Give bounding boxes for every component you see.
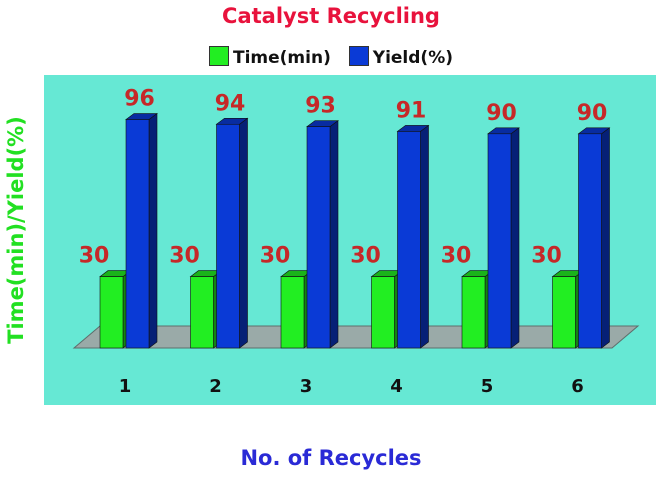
bar-side-yield-6 <box>601 127 610 349</box>
x-tick-label-4: 4 <box>390 376 403 397</box>
legend-label-time: Time(min) <box>232 48 331 68</box>
bar-yield-2 <box>216 123 240 349</box>
bar-time-3 <box>280 276 305 349</box>
bar-time-1 <box>99 276 124 349</box>
data-label-yield-5: 90 <box>486 101 517 126</box>
data-label-time-5: 30 <box>441 244 472 269</box>
data-label-time-6: 30 <box>531 244 562 269</box>
data-label-time-3: 30 <box>260 244 291 269</box>
legend-item-time: Time(min) <box>208 46 331 68</box>
x-axis-label: No. of Recycles <box>240 446 422 470</box>
legend-label-yield: Yield(%) <box>372 48 454 68</box>
bar-side-yield-1 <box>148 112 158 349</box>
x-tick-label-2: 2 <box>209 376 222 397</box>
bar-yield-3 <box>306 126 331 349</box>
x-tick-label-3: 3 <box>300 376 313 397</box>
data-label-time-4: 30 <box>350 244 381 269</box>
chart-title: Catalyst Recycling <box>222 4 440 28</box>
bar-time-5 <box>461 276 486 349</box>
legend-item-yield: Yield(%) <box>348 46 454 68</box>
bar-side-yield-2 <box>239 117 248 349</box>
data-label-time-2: 30 <box>169 244 200 269</box>
legend-swatch-time <box>208 46 229 66</box>
bar-time-4 <box>371 276 395 349</box>
bar-time-6 <box>552 276 576 349</box>
bar-yield-1 <box>125 119 150 349</box>
bar-yield-4 <box>397 131 421 349</box>
data-label-time-1: 30 <box>79 244 110 269</box>
data-label-yield-6: 90 <box>577 101 608 126</box>
data-label-yield-2: 94 <box>215 91 246 116</box>
bar-side-yield-3 <box>329 120 339 349</box>
legend-swatch-yield <box>348 46 369 66</box>
bar-yield-6 <box>578 133 602 349</box>
data-label-yield-1: 96 <box>124 87 155 112</box>
data-label-yield-4: 91 <box>396 98 427 123</box>
x-tick-label-6: 6 <box>571 376 584 397</box>
x-tick-label-1: 1 <box>119 376 132 397</box>
bar-side-yield-4 <box>420 124 429 349</box>
y-axis-label: Time(min)/Yield(%) <box>4 116 28 344</box>
bar-time-2 <box>190 276 214 349</box>
x-tick-label-5: 5 <box>481 376 494 397</box>
bar-yield-5 <box>487 133 512 349</box>
legend: Time(min) Yield(%) <box>0 46 662 68</box>
data-label-yield-3: 93 <box>305 94 336 119</box>
bar-side-yield-5 <box>510 127 520 349</box>
